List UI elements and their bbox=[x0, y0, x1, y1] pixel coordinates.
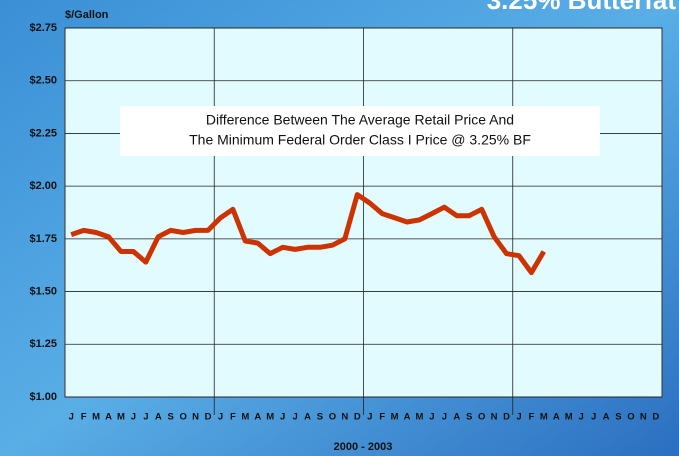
x-tick-label: M bbox=[241, 412, 249, 423]
x-tick-label: S bbox=[466, 412, 472, 423]
x-tick-label: M bbox=[391, 412, 399, 423]
x-tick-label: A bbox=[453, 412, 460, 423]
x-tick-label: F bbox=[81, 412, 87, 423]
annotation: Difference Between The Average Retail Pr… bbox=[206, 112, 514, 128]
y-tick-label: $2.25 bbox=[29, 127, 57, 139]
x-tick-label: N bbox=[341, 412, 348, 423]
x-tick-label: O bbox=[179, 412, 186, 423]
x-tick-label: A bbox=[155, 412, 162, 423]
x-tick-label: J bbox=[591, 412, 596, 423]
y-tick-label: $1.75 bbox=[29, 233, 57, 245]
x-tick-label: J bbox=[579, 412, 584, 423]
x-tick-label: S bbox=[615, 412, 621, 423]
x-tick-label: J bbox=[516, 412, 521, 423]
x-tick-label: M bbox=[117, 412, 125, 423]
x-tick-label: J bbox=[69, 412, 74, 423]
y-axis-label: $/Gallon bbox=[65, 9, 109, 21]
x-tick-label: O bbox=[627, 412, 634, 423]
y-tick-label: $2.75 bbox=[29, 22, 57, 34]
x-tick-label: J bbox=[143, 412, 148, 423]
x-tick-label: S bbox=[168, 412, 174, 423]
x-tick-label: M bbox=[266, 412, 274, 423]
y-tick-label: $2.50 bbox=[29, 75, 57, 87]
y-tick-label: $1.50 bbox=[29, 285, 57, 297]
x-tick-label: O bbox=[329, 412, 336, 423]
x-tick-label: F bbox=[379, 412, 385, 423]
x-axis-label: 2000 - 2003 bbox=[334, 441, 393, 453]
x-tick-label: M bbox=[565, 412, 573, 423]
x-tick-label: A bbox=[254, 412, 261, 423]
x-tick-label: F bbox=[230, 412, 236, 423]
x-tick-label: D bbox=[652, 412, 659, 423]
x-tick-label: M bbox=[416, 412, 424, 423]
x-tick-label: M bbox=[540, 412, 548, 423]
x-tick-label: N bbox=[491, 412, 498, 423]
x-tick-label: J bbox=[131, 412, 136, 423]
data-line bbox=[70, 192, 546, 276]
x-tick-label: A bbox=[404, 412, 411, 423]
x-tick-label: J bbox=[442, 412, 447, 423]
x-tick-label: D bbox=[354, 412, 361, 423]
x-tick-label: J bbox=[429, 412, 434, 423]
x-tick-label: J bbox=[367, 412, 372, 423]
annotation-box bbox=[120, 106, 600, 156]
x-tick-label: J bbox=[218, 412, 223, 423]
x-tick-label: S bbox=[317, 412, 323, 423]
x-tick-label: J bbox=[292, 412, 297, 423]
slide-title: 3.25% Butterfat bbox=[487, 0, 677, 15]
x-tick-label: F bbox=[529, 412, 535, 423]
x-tick-label: D bbox=[503, 412, 510, 423]
x-tick-label: J bbox=[280, 412, 285, 423]
x-tick-label: O bbox=[478, 412, 485, 423]
annotation: The Minimum Federal Order Class I Price … bbox=[189, 132, 531, 148]
y-tick-label: $1.00 bbox=[29, 391, 57, 403]
x-tick-label: N bbox=[192, 412, 199, 423]
x-tick-label: N bbox=[640, 412, 647, 423]
x-tick-label: A bbox=[553, 412, 560, 423]
x-tick-label: A bbox=[304, 412, 311, 423]
x-tick-label: A bbox=[603, 412, 610, 423]
x-tick-label: M bbox=[92, 412, 100, 423]
x-tick-label: D bbox=[205, 412, 212, 423]
y-tick-label: $1.25 bbox=[29, 338, 57, 350]
y-tick-label: $2.00 bbox=[29, 180, 57, 192]
x-tick-label: A bbox=[105, 412, 112, 423]
